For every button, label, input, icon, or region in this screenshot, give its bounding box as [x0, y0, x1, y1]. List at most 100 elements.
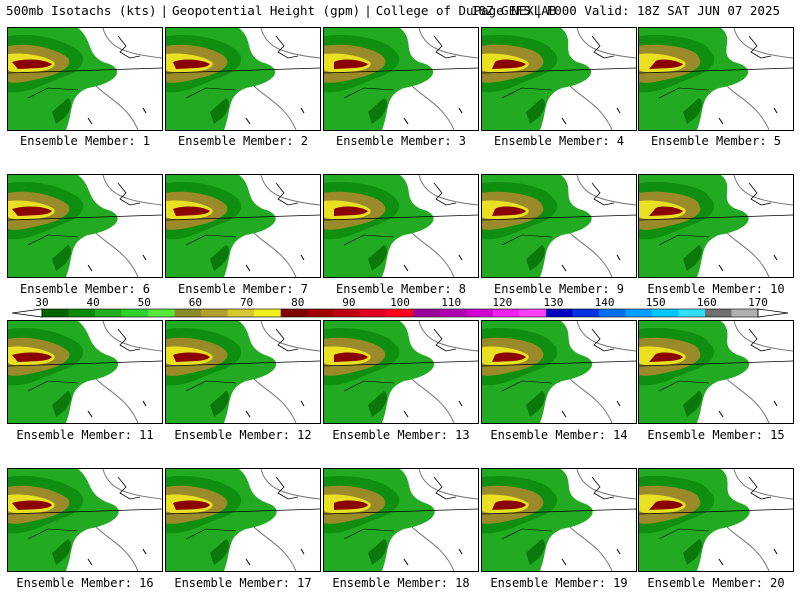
ensemble-map-panel: [165, 27, 321, 131]
colorbar-swatch: [42, 309, 69, 317]
ensemble-map-panel: [323, 174, 479, 278]
colorbar-tick-label: 110: [441, 296, 462, 309]
title-field: 500mb Isotachs (kts): [6, 3, 157, 18]
isotach-map: [639, 469, 793, 571]
ensemble-member-label: Ensemble Member: 7: [177, 282, 309, 296]
colorbar-swatch: [254, 309, 281, 317]
ensemble-member-label: Ensemble Member: 16: [16, 576, 154, 590]
ensemble-member-label: Ensemble Member: 6: [19, 282, 151, 296]
ensemble-member-label: Ensemble Member: 12: [174, 428, 312, 442]
colorbar-graphic: [12, 308, 788, 318]
ensemble-member-label: Ensemble Member: 5: [650, 134, 782, 148]
isotach-map: [8, 28, 162, 130]
colorbar-swatch: [625, 309, 653, 317]
colorbar-swatch: [439, 309, 467, 317]
isotach-map: [166, 469, 320, 571]
isotach-map: [482, 469, 636, 571]
colorbar-swatch: [148, 309, 175, 317]
ensemble-map-panel: [481, 468, 637, 572]
colorbar-swatch: [386, 309, 414, 317]
colorbar-tick-label: 100: [390, 296, 410, 309]
chart-title: 500mb Isotachs (kts) | Geopotential Height…: [6, 3, 780, 18]
colorbar-swatch: [360, 309, 387, 317]
ensemble-map-panel: [7, 320, 163, 424]
colorbar-swatch: [201, 309, 228, 317]
isotach-map: [639, 321, 793, 423]
ensemble-member-label: Ensemble Member: 14: [490, 428, 628, 442]
ensemble-member-label: Ensemble Member: 8: [335, 282, 467, 296]
colorbar-tick-label: 150: [645, 296, 666, 309]
isotach-map: [8, 321, 162, 423]
colorbar-right-arrow: [757, 308, 788, 318]
colorbar-swatch: [307, 309, 334, 317]
isotach-map: [324, 28, 478, 130]
colorbar-tick-label: 130: [543, 296, 564, 309]
ensemble-map-panel: [7, 27, 163, 131]
ensemble-member-label: Ensemble Member: 4: [493, 134, 625, 148]
isotach-map: [324, 175, 478, 277]
colorbar-swatch: [572, 309, 600, 317]
colorbar-tick-label: 60: [188, 296, 203, 309]
colorbar-swatch: [413, 309, 441, 317]
colorbar-left-arrow: [12, 308, 43, 318]
title-source: College of DuPage NEXLAB: [375, 3, 557, 18]
colorbar-swatch: [678, 309, 706, 317]
ensemble-member-label: Ensemble Member: 9: [493, 282, 625, 296]
isotach-map: [8, 175, 162, 277]
colorbar-swatch: [121, 309, 149, 317]
isotach-map: [166, 175, 320, 277]
colorbar-tick-label: 140: [594, 296, 615, 309]
isotach-map: [482, 321, 636, 423]
isotach-map: [639, 175, 793, 277]
colorbar-swatch: [492, 309, 520, 317]
colorbar-swatch: [598, 309, 626, 317]
ensemble-member-label: Ensemble Member: 11: [16, 428, 154, 442]
colorbar-swatch: [651, 309, 679, 317]
ensemble-map-panel: [7, 174, 163, 278]
ensemble-member-label: Ensemble Member: 20: [647, 576, 785, 590]
ensemble-map-panel: [323, 320, 479, 424]
ensemble-member-label: Ensemble Member: 13: [332, 428, 470, 442]
ensemble-map-panel: [638, 468, 794, 572]
colorbar-tick-label: 80: [291, 296, 305, 309]
ensemble-map-panel: [481, 27, 637, 131]
colorbar-swatch: [705, 309, 732, 317]
colorbar-swatch: [731, 309, 759, 317]
title-valid-group: 18Z GEFS | F000 Valid: 18Z SAT JUN 07 2025: [470, 3, 780, 18]
title-height: Geopotential Height (gpm): [172, 3, 361, 18]
ensemble-map-panel: [638, 174, 794, 278]
colorbar-tick-label: 160: [696, 296, 717, 309]
colorbar-tick-label: 170: [748, 296, 768, 309]
ensemble-map-panel: [165, 468, 321, 572]
colorbar-swatch: [466, 309, 494, 317]
ensemble-map-panel: [323, 27, 479, 131]
ensemble-member-label: Ensemble Member: 10: [647, 282, 785, 296]
colorbar-swatch: [545, 309, 573, 317]
colorbar-tick-label: 30: [35, 296, 49, 309]
wind-speed-colorbar: 30 40 50 60 70 80 90 100 110 120 130 140 150 160 170: [12, 296, 788, 320]
ensemble-map-panel: [165, 174, 321, 278]
ensemble-map-panel: [323, 468, 479, 572]
isotach-map: [482, 28, 636, 130]
ensemble-member-label: Ensemble Member: 17: [174, 576, 312, 590]
colorbar-swatch: [174, 309, 202, 317]
colorbar-tick-label: 120: [492, 296, 513, 309]
colorbar-swatch: [280, 309, 308, 317]
ensemble-member-label: Ensemble Member: 18: [332, 576, 470, 590]
ensemble-member-label: Ensemble Member: 1: [19, 134, 151, 148]
colorbar-swatch: [95, 309, 122, 317]
colorbar-tick-label: 40: [86, 296, 100, 309]
colorbar-swatch: [519, 309, 547, 317]
colorbar-tick-label: 90: [342, 296, 356, 309]
colorbar-tick-label: 50: [137, 296, 151, 309]
ensemble-map-panel: [638, 320, 794, 424]
ensemble-map-panel: [165, 320, 321, 424]
isotach-map: [8, 469, 162, 571]
isotach-map: [166, 28, 320, 130]
title-valid: F000 Valid: 18Z SAT JUN 07 2025: [546, 3, 780, 18]
colorbar-swatch: [68, 309, 96, 317]
isotach-map: [639, 28, 793, 130]
ensemble-map-panel: [481, 320, 637, 424]
colorbar-swatch: [333, 309, 361, 317]
ensemble-map-panel: [481, 174, 637, 278]
